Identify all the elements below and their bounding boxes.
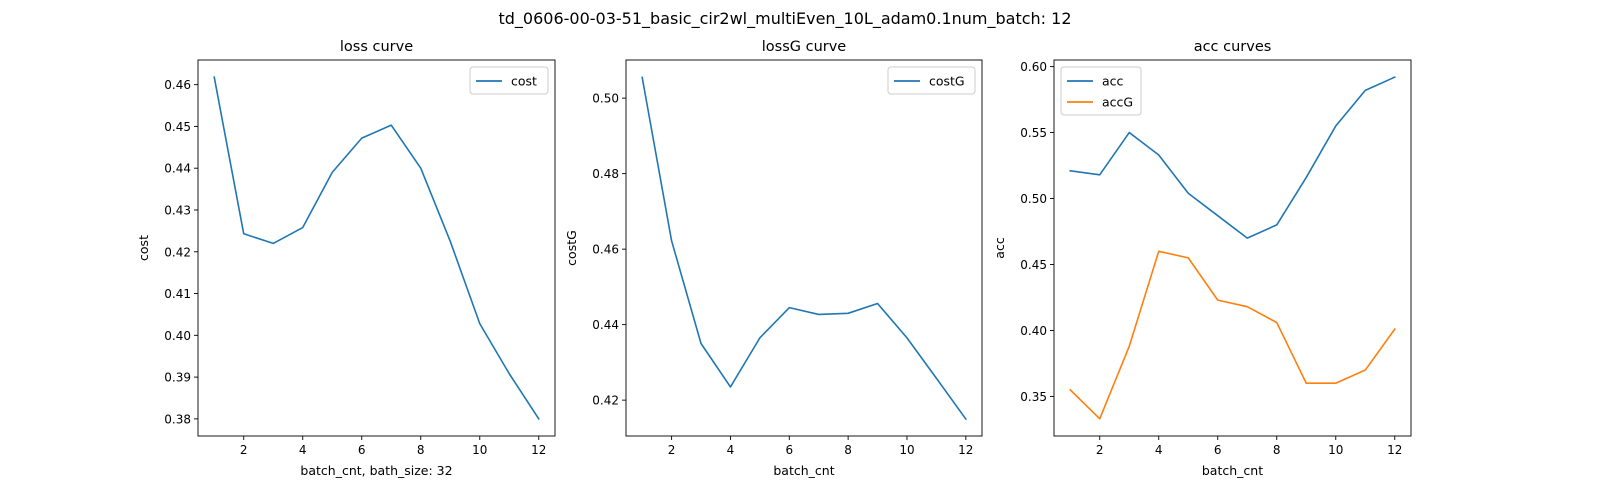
x-tick-label: 2 [1096,443,1104,457]
y-tick-label: 0.50 [1020,192,1047,206]
x-tick-label: 2 [668,443,676,457]
x-tick-label: 4 [1155,443,1163,457]
y-tick-label: 0.45 [1020,258,1047,272]
x-axis-label: batch_cnt, bath_size: 32 [300,463,452,478]
axes-frame [197,59,556,437]
y-tick-label: 0.40 [164,329,191,343]
y-tick-label: 0.43 [164,203,191,217]
legend-box [887,66,976,95]
series-line-accG [1069,250,1396,420]
series-line-cost [213,76,540,420]
y-tick-label: 0.42 [592,394,619,408]
x-tick-label: 4 [727,443,735,457]
x-tick-label: 10 [899,443,914,457]
chart-panel-2: 2 4 6 8 10 12 0.42 0.44 0.46 0.48 0.50 lossG curve b… [564,39,983,478]
y-axis-label: costG [564,230,579,266]
figure-suptitle: td_0606-00-03-51_basic_cir2wl_multiEven_… [498,9,1071,29]
legend-label-costG: costG [929,74,965,89]
y-tick-label: 0.42 [164,245,191,259]
y-tick-label: 0.40 [1020,324,1047,338]
chart-panel-3: 2 4 6 8 10 12 0.35 0.40 0.45 0.50 0.55 0.60 acc curv… [992,39,1412,478]
axes-frame [625,59,983,437]
x-tick-label: 12 [958,443,973,457]
x-tick-label: 2 [240,443,248,457]
x-tick-label: 6 [1214,443,1222,457]
x-tick-label: 12 [531,443,546,457]
legend-label-accG: accG [1102,95,1133,110]
y-tick-label: 0.39 [164,371,191,385]
x-axis-label: batch_cnt [773,463,834,478]
legend-label-cost: cost [511,74,537,89]
chart-title: lossG curve [762,39,847,55]
y-tick-label: 0.44 [592,318,619,332]
chart-title: acc curves [1194,39,1272,55]
x-tick-label: 8 [844,443,852,457]
y-axis-label: acc [992,237,1007,259]
legend-box [469,66,549,95]
y-tick-label: 0.46 [164,78,191,92]
series-line-acc [1069,76,1396,239]
y-tick-label: 0.60 [1020,60,1047,74]
y-axis-label: cost [136,235,151,261]
y-tick-label: 0.44 [164,162,191,176]
y-tick-label: 0.48 [592,167,619,181]
y-tick-label: 0.46 [592,243,619,257]
x-tick-label: 6 [358,443,366,457]
y-tick-label: 0.50 [592,92,619,106]
axes-frame [1053,59,1412,437]
y-tick-label: 0.41 [164,287,191,301]
x-tick-label: 6 [785,443,793,457]
x-tick-label: 8 [1273,443,1281,457]
chart-panel-1: 2 4 6 8 10 12 0.38 0.39 0.40 0.41 0.42 0.43 0.44 0.45… [136,39,556,478]
x-tick-label: 4 [299,443,307,457]
x-tick-label: 10 [472,443,487,457]
y-tick-label: 0.55 [1020,126,1047,140]
chart-title: loss curve [340,39,413,55]
x-tick-label: 10 [1328,443,1343,457]
legend: costG [887,66,976,95]
legend-label-acc: acc [1102,74,1124,89]
x-axis-label: batch_cnt [1202,463,1263,478]
legend-box [1060,66,1142,116]
series-line-costG [641,76,967,421]
y-tick-label: 0.45 [164,120,191,134]
x-tick-label: 12 [1387,443,1402,457]
x-tick-label: 8 [417,443,425,457]
y-tick-label: 0.35 [1020,390,1047,404]
legend: acc accG [1060,66,1142,116]
legend: cost [469,66,549,95]
y-tick-label: 0.38 [164,412,191,426]
